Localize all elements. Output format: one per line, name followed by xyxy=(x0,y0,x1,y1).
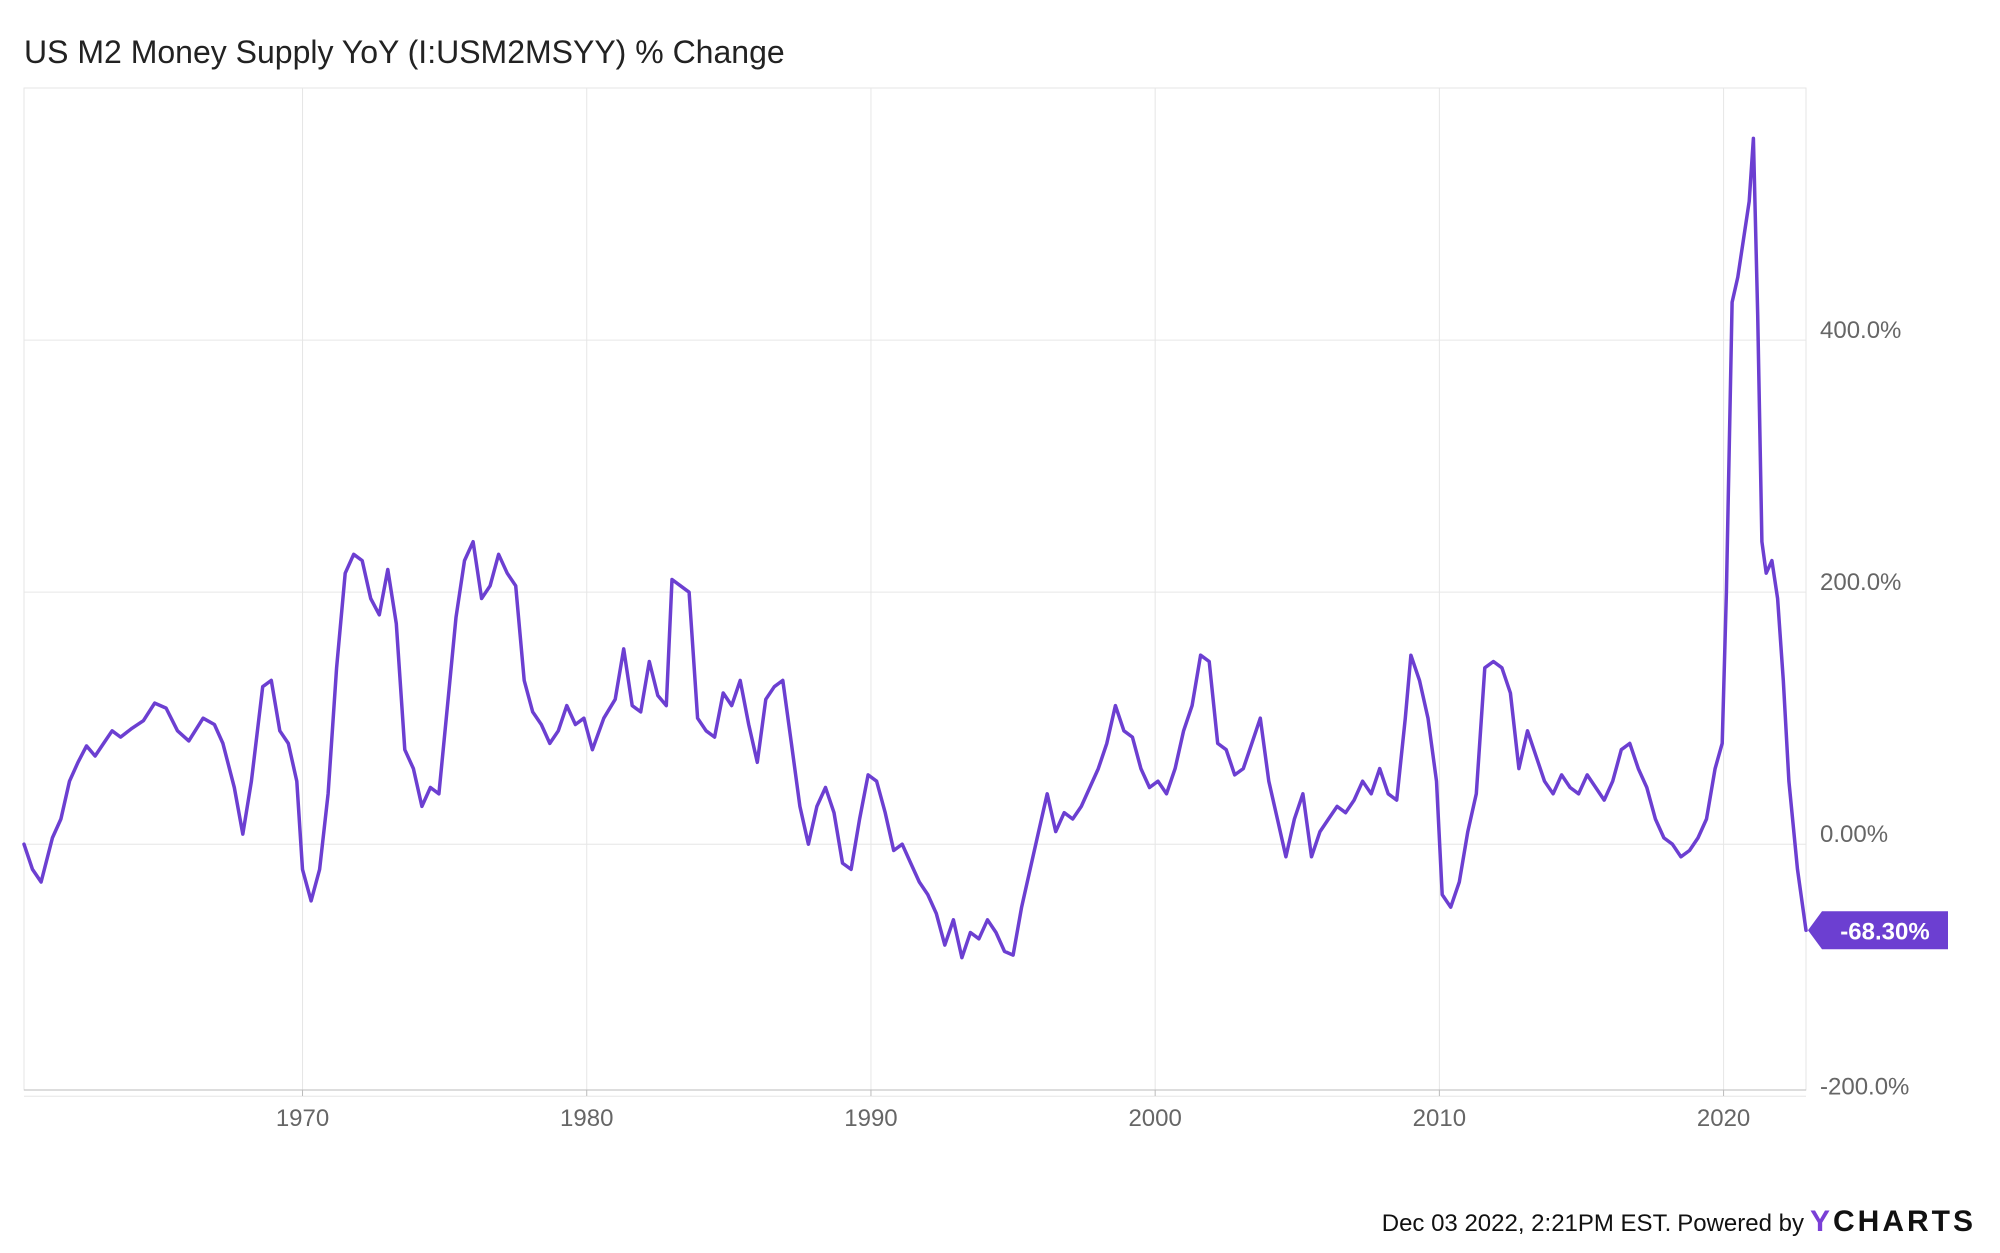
last-value-badge-shape xyxy=(1808,911,1948,950)
last-value-badge: -68.30% xyxy=(1808,911,1948,950)
y-tick-label: 200.0% xyxy=(1820,569,1901,596)
y-axis: 400.0% 200.0% 0.00% -200.0% xyxy=(1820,317,1909,1100)
x-tick-label: 1990 xyxy=(844,1105,897,1132)
x-tick-label: 2020 xyxy=(1697,1105,1750,1132)
x-tick-label: 2010 xyxy=(1413,1105,1466,1132)
x-tick-label: 1970 xyxy=(276,1105,329,1132)
y-tick-label: -200.0% xyxy=(1820,1073,1909,1100)
footer: Dec 03 2022, 2:21PM EST. Powered by YCHA… xyxy=(1382,1207,1976,1239)
ycharts-logo-y: Y xyxy=(1809,1205,1833,1238)
chart-title: US M2 Money Supply YoY (I:USM2MSYY) % Ch… xyxy=(24,34,785,70)
series-line xyxy=(22,136,1808,960)
x-tick-label: 1980 xyxy=(560,1105,613,1132)
powered-by-text: Powered by xyxy=(1677,1210,1804,1237)
series-layer xyxy=(22,136,1808,960)
ycharts-logo[interactable]: YCHARTS xyxy=(1810,1207,1976,1237)
x-axis: 1970 1980 1990 2000 2010 2020 xyxy=(24,1089,1806,1132)
y-tick-label: 400.0% xyxy=(1820,317,1901,344)
grid-layer xyxy=(23,87,1807,1097)
y-tick-label: 0.00% xyxy=(1820,821,1888,848)
ycharts-logo-rest: CHARTS xyxy=(1833,1205,1976,1238)
x-tick-label: 2000 xyxy=(1128,1105,1181,1132)
last-value-label: -68.30% xyxy=(1840,918,1929,945)
plot-frame xyxy=(23,87,1807,1091)
timestamp-text: Dec 03 2022, 2:21PM EST. xyxy=(1381,1210,1672,1237)
